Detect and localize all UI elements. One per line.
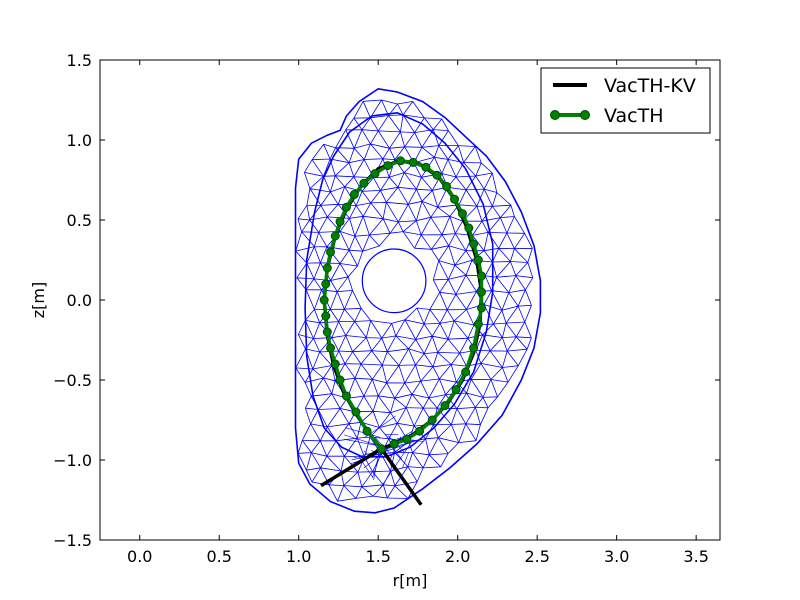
- series-vacth-marker: [477, 303, 487, 313]
- series-vacth-marker: [421, 162, 431, 172]
- series-vacth-marker: [370, 169, 380, 179]
- series-vacth-marker: [383, 161, 393, 171]
- series-vacth-marker: [362, 426, 372, 436]
- series-vacth-marker: [341, 391, 351, 401]
- y-tick-label: 0.0: [67, 291, 92, 310]
- series-vacth-kv-line: [320, 447, 383, 488]
- mesh-outer-boundary: [294, 87, 542, 514]
- series-vacth-kv-line: [379, 447, 423, 506]
- series-vacth-marker: [395, 156, 405, 166]
- legend-marker-vacth-end: [580, 110, 590, 120]
- y-tick-label: 1.5: [67, 51, 92, 70]
- x-tick-label: 0.5: [207, 547, 232, 566]
- y-tick-label: −1.5: [53, 531, 92, 550]
- series-vacth-marker: [469, 239, 479, 249]
- series-vacth-marker: [402, 434, 412, 444]
- x-axis-label: r[m]: [393, 571, 428, 590]
- series-vacth-marker: [408, 157, 418, 167]
- series-vacth-marker: [432, 170, 442, 180]
- legend-marker-vacth-start: [550, 110, 560, 120]
- y-tick-label: −1.0: [53, 451, 92, 470]
- series-vacth-marker: [321, 279, 331, 289]
- series-vacth-marker: [330, 231, 340, 241]
- series-vacth-marker: [450, 194, 460, 204]
- series-layer: [319, 156, 487, 506]
- x-tick-label: 1.0: [286, 547, 311, 566]
- legend: VacTH-KV VacTH: [540, 67, 711, 134]
- series-vacth-marker: [335, 375, 345, 385]
- y-tick-label: −0.5: [53, 371, 92, 390]
- mesh-central-hole: [361, 248, 427, 314]
- series-vacth-marker: [442, 181, 452, 191]
- series-vacth-marker: [473, 319, 483, 329]
- series-vacth-marker: [322, 327, 332, 337]
- series-vacth-marker: [376, 444, 386, 454]
- series-vacth-marker: [389, 439, 399, 449]
- series-vacth-marker: [469, 343, 479, 353]
- series-vacth-marker: [477, 287, 487, 297]
- x-tick-label: 3.5: [683, 547, 708, 566]
- series-vacth-marker: [335, 217, 345, 227]
- series-vacth-marker: [440, 401, 450, 411]
- series-vacth-marker: [341, 202, 351, 212]
- series-vacth-marker: [322, 263, 332, 273]
- mesh-inner-contour: [304, 111, 494, 458]
- series-vacth-marker: [321, 311, 331, 321]
- x-tick-label: 2.0: [445, 547, 470, 566]
- mesh-layer: [294, 87, 542, 514]
- series-vacth-marker: [477, 271, 487, 281]
- legend-label-vacth: VacTH: [604, 105, 664, 127]
- legend-label-vacth-kv: VacTH-KV: [604, 75, 696, 97]
- series-vacth-marker: [326, 247, 336, 257]
- series-vacth-marker: [461, 367, 471, 377]
- legend-box: [540, 67, 711, 134]
- series-vacth-marker: [326, 343, 336, 353]
- series-vacth-marker: [349, 189, 359, 199]
- ticks-layer: 0.0 0.5 1.0 1.5 2.0 2.5 3.0 3.5 −1.5 −1.0 −0.5 0.0 0…: [53, 51, 720, 566]
- x-tick-label: 0.0: [127, 547, 152, 566]
- series-vacth-marker: [464, 223, 474, 233]
- series-vacth-marker: [415, 426, 425, 436]
- series-vacth-marker: [351, 407, 361, 417]
- x-tick-label: 2.5: [524, 547, 549, 566]
- series-vacth-marker: [427, 415, 437, 425]
- y-tick-label: 1.0: [67, 131, 92, 150]
- y-tick-label: 0.5: [67, 211, 92, 230]
- x-tick-label: 1.5: [365, 547, 390, 566]
- series-vacth-marker: [330, 359, 340, 369]
- series-vacth-marker: [319, 295, 329, 305]
- series-vacth-marker: [451, 385, 461, 395]
- y-axis-label: z[m]: [29, 282, 48, 318]
- x-tick-label: 3.0: [604, 547, 629, 566]
- series-vacth-marker: [457, 209, 467, 219]
- series-vacth-marker: [473, 255, 483, 265]
- series-vacth-marker: [359, 178, 369, 188]
